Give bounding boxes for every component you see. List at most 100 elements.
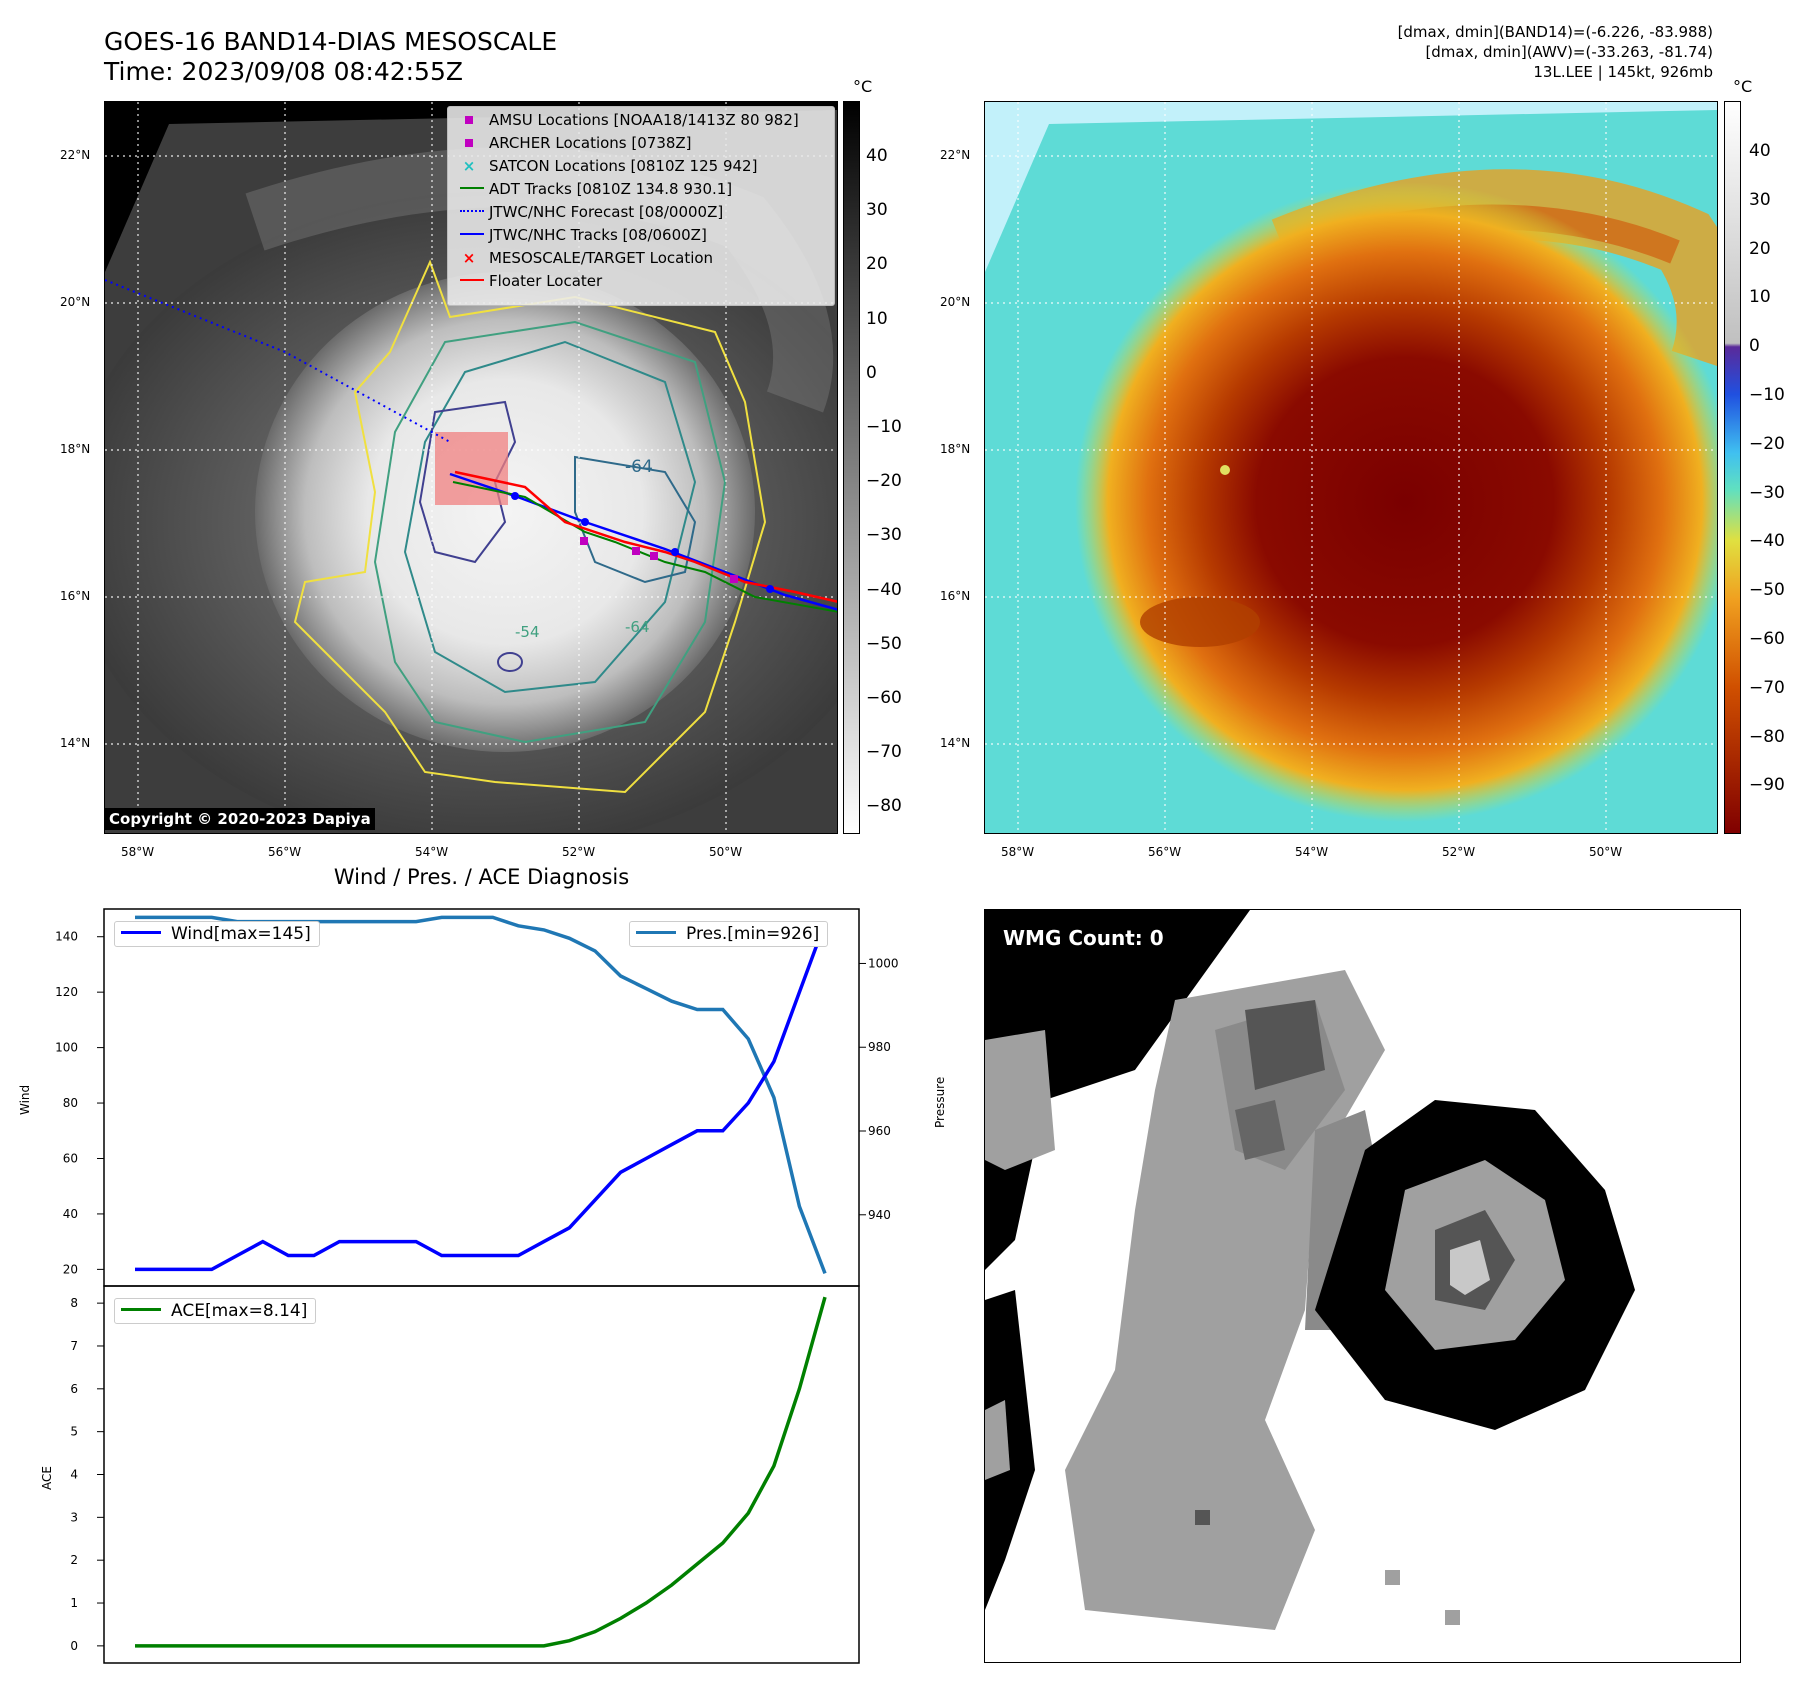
left-lat-14: 14°N	[60, 736, 91, 750]
left-lon-54: 54°W	[415, 845, 449, 859]
legend-tracks: JTWC/NHC Tracks [08/0600Z]	[460, 226, 707, 244]
right-colorbar-tick-2: 20	[1749, 238, 1771, 259]
left-lat-18: 18°N	[60, 442, 91, 456]
left-lon-56: 56°W	[268, 845, 302, 859]
legend-floater: Floater Locater	[460, 272, 602, 290]
right-colorbar-tick-11: −70	[1749, 677, 1785, 698]
left-colorbar-tick-8: −40	[866, 579, 902, 600]
legend-target: × MESOSCALE/TARGET Location	[462, 249, 714, 267]
info-line-3: 13L.LEE | 145kt, 926mb	[1533, 63, 1713, 81]
legend-forecast: JTWC/NHC Forecast [08/0000Z]	[460, 203, 723, 221]
left-colorbar-tick-12: −80	[866, 796, 902, 817]
wind-tick-label-120: 120	[55, 985, 78, 999]
right-colorbar-tick-7: −30	[1749, 482, 1785, 503]
right-colorbar-tick-13: −90	[1749, 775, 1785, 796]
target-box	[435, 432, 508, 505]
ace-line	[135, 1296, 827, 1648]
ace-y-ticks: 0 1 2 3 4 5 6 7 8	[70, 1296, 104, 1653]
legend-satcon: × SATCON Locations [0810Z 125 942]	[462, 157, 758, 175]
left-colorbar-tick-7: −30	[866, 525, 902, 546]
copyright: Copyright © 2020-2023 Dapiya	[105, 808, 375, 830]
info-line-2: [dmax, dmin](AWV)=(-33.263, -81.74)	[1425, 43, 1713, 61]
svg-text:-64: -64	[625, 618, 650, 636]
map-legend: AMSU Locations [NOAA18/1413Z 80 982] ARC…	[447, 106, 835, 306]
pressure-line	[135, 915, 827, 1275]
map-title: GOES-16 BAND14-DIAS MESOSCALE Time: 2023…	[104, 27, 557, 87]
pressure-legend: Pres.[min=926]	[629, 921, 829, 947]
right-colorbar	[1724, 101, 1741, 834]
svg-text:-64: -64	[625, 457, 653, 477]
diagnosis-title: Wind / Pres. / ACE Diagnosis	[333, 865, 630, 889]
ace-legend: ACE[max=8.14]	[114, 1298, 317, 1324]
left-colorbar-tick-4: 0	[866, 362, 877, 383]
right-colorbar-tick-1: 30	[1749, 189, 1771, 210]
right-colorbar-tick-9: −50	[1749, 580, 1785, 601]
right-colorbar-tick-6: −20	[1749, 433, 1785, 454]
right-lon-56: 56°W	[1148, 845, 1182, 859]
ace-tick-label-6: 6	[70, 1382, 78, 1396]
ace-tick-label-8: 8	[70, 1296, 78, 1310]
ace-tick-label-5: 5	[70, 1425, 78, 1439]
ace-tick-label-1: 1	[70, 1596, 78, 1610]
left-colorbar-unit: °C	[853, 77, 873, 96]
band14-map: -64 -54 -64 AMSU Locations [NOAA18/1413Z…	[104, 101, 838, 834]
ace-tick-label-7: 7	[70, 1339, 78, 1353]
right-colorbar-tick-12: −80	[1749, 726, 1785, 747]
ace-tick-label-2: 2	[70, 1553, 78, 1567]
right-colorbar-tick-3: 10	[1749, 287, 1771, 308]
wind-legend: Wind[max=145]	[114, 921, 320, 947]
left-colorbar-tick-1: 30	[866, 200, 888, 221]
legend-adt: ADT Tracks [0810Z 134.8 930.1]	[460, 180, 732, 198]
pressure-tick-label-940: 940	[868, 1208, 891, 1222]
left-lat-22: 22°N	[60, 148, 91, 162]
left-lon-58: 58°W	[121, 845, 155, 859]
awv-map-image	[985, 102, 1717, 833]
right-lat-14: 14°N	[940, 736, 971, 750]
left-colorbar-tick-0: 40	[866, 146, 888, 166]
ace-tick-label-0: 0	[70, 1639, 78, 1653]
info-line-1: [dmax, dmin](BAND14)=(-6.226, -83.988)	[1397, 23, 1713, 41]
legend-archer: ARCHER Locations [0738Z]	[460, 134, 692, 152]
left-colorbar-tick-11: −70	[866, 742, 902, 763]
wind-tick-label-20: 20	[63, 1262, 78, 1276]
left-colorbar-tick-6: −20	[866, 471, 902, 492]
title-line-2: Time: 2023/09/08 08:42:55Z	[104, 57, 463, 86]
left-colorbar	[843, 101, 860, 834]
title-line-1: GOES-16 BAND14-DIAS MESOSCALE	[104, 27, 558, 56]
wind-tick-label-100: 100	[55, 1041, 78, 1055]
ace-tick-label-4: 4	[70, 1468, 78, 1482]
left-lat-20: 20°N	[60, 295, 91, 309]
pressure-tick-label-980: 980	[868, 1040, 891, 1054]
left-colorbar-tick-2: 20	[866, 254, 888, 275]
right-lon-54: 54°W	[1295, 845, 1329, 859]
right-colorbar-tick-8: −40	[1749, 531, 1785, 552]
svg-text:-54: -54	[515, 623, 540, 641]
pressure-y-ticks: 940 960 980 1000	[859, 956, 899, 1222]
pressure-tick-label-1000: 1000	[868, 956, 899, 970]
wmg-panel: WMG Count: 0	[984, 909, 1741, 1663]
intensity-info: [dmax, dmin](BAND14)=(-6.226, -83.988) […	[1113, 22, 1713, 82]
right-colorbar-tick-4: 0	[1749, 336, 1760, 357]
left-colorbar-tick-9: −50	[866, 633, 902, 654]
wmg-count: WMG Count: 0	[1003, 926, 1164, 950]
left-lon-52: 52°W	[562, 845, 596, 859]
left-lat-16: 16°N	[60, 589, 91, 603]
right-colorbar-tick-5: −10	[1749, 385, 1785, 405]
wind-tick-label-60: 60	[63, 1151, 78, 1165]
right-lat-20: 20°N	[940, 295, 971, 309]
pressure-tick-label-960: 960	[868, 1124, 891, 1138]
awv-map	[984, 101, 1718, 834]
wind-y-ticks: 20 40 60 80 100 120 140	[55, 930, 104, 1276]
wmg-image	[985, 910, 1635, 1630]
ace-frame	[103, 1285, 860, 1664]
wind-pres-frame	[103, 908, 860, 1287]
right-lon-50: 50°W	[1589, 845, 1623, 859]
wind-tick-label-140: 140	[55, 930, 78, 944]
legend-amsu: AMSU Locations [NOAA18/1413Z 80 982]	[460, 111, 799, 129]
right-lat-18: 18°N	[940, 442, 971, 456]
left-lon-50: 50°W	[709, 845, 743, 859]
left-colorbar-tick-3: 10	[866, 308, 888, 329]
right-lon-58: 58°W	[1001, 845, 1035, 859]
right-colorbar-tick-0: 40	[1749, 141, 1771, 161]
right-lon-52: 52°W	[1442, 845, 1476, 859]
